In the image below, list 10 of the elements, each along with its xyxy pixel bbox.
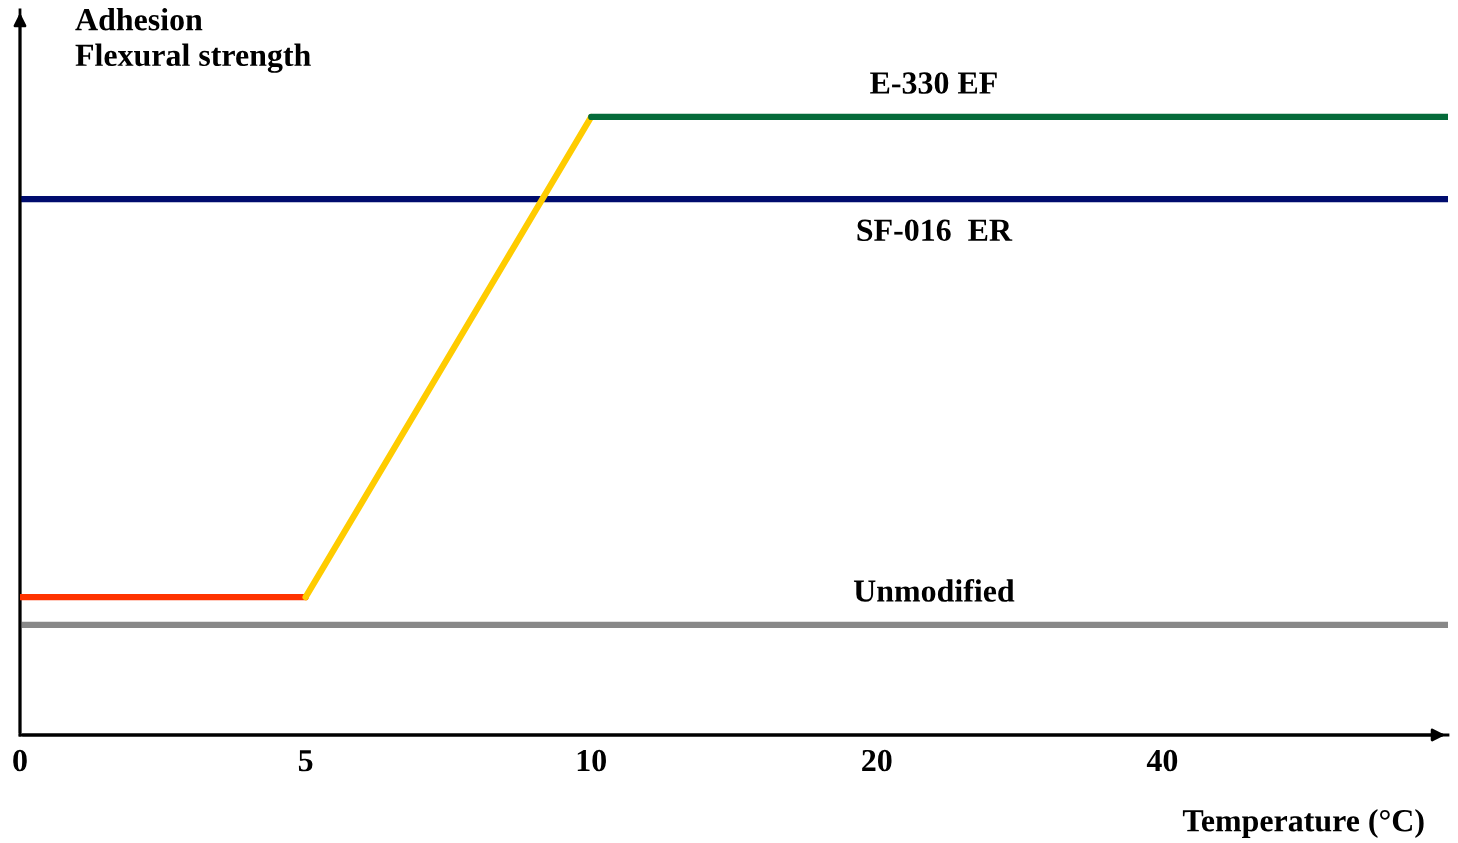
- series-label: Unmodified: [853, 579, 1015, 602]
- x-tick-label: 40: [1146, 749, 1178, 772]
- series-label: E-330 EF: [870, 72, 997, 94]
- x-tick-label: 20: [862, 749, 892, 772]
- y-axis-title: Adhesion Flexural strength: [75, 8, 311, 73]
- x-tick-label: 10: [577, 749, 606, 772]
- x-tick-label: 5: [298, 750, 313, 772]
- x-tick-label: 0: [13, 749, 27, 772]
- series-label: SF-016 ER: [857, 219, 1013, 242]
- x-axis-title: Temperature (°C): [1182, 809, 1424, 838]
